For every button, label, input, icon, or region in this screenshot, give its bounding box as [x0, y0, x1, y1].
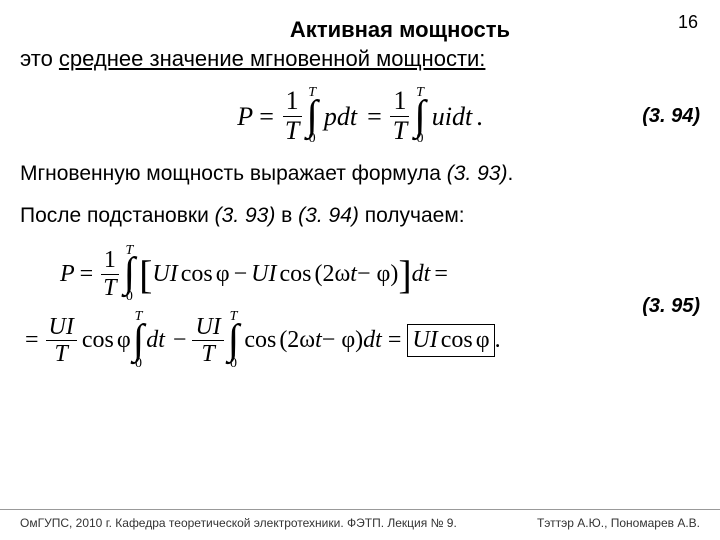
footer: ОмГУПС, 2010 г. Кафедра теоретической эл…	[0, 509, 720, 530]
frac-1T-2: 1 T	[390, 87, 410, 145]
eq394-P: P	[237, 102, 253, 132]
footer-left: ОмГУПС, 2010 г. Кафедра теоретической эл…	[20, 516, 457, 530]
title-underlined: среднее значение мгновенной мощности:	[59, 46, 486, 71]
integrand-uidt: uidt	[432, 102, 472, 132]
frac-1T: 1 T	[282, 87, 302, 145]
integrand-pdt: pdt	[324, 102, 357, 132]
footer-right: Тэттэр А.Ю., Пономарев А.В.	[537, 516, 700, 530]
eq-sign: =	[259, 102, 274, 132]
text-393-ref: Мгновенную мощность выражает формула (3.…	[20, 160, 700, 188]
integral-1: T ∫ 0	[306, 87, 318, 146]
title-block: Активная мощность это среднее значение м…	[20, 16, 700, 73]
eq395-P: P	[60, 261, 75, 288]
integral-2: T ∫ 0	[414, 87, 426, 146]
eq-number-394: (3. 94)	[642, 105, 700, 128]
eq-number-395: (3. 95)	[642, 295, 700, 318]
boxed-result: UI cos φ	[407, 324, 494, 357]
equation-394: P = 1 T T ∫ 0 pdt = 1 T T ∫ 0 uidt	[20, 87, 700, 146]
title-prefix: это	[20, 46, 59, 71]
page-number: 16	[678, 12, 698, 33]
title-heading: Активная мощность	[290, 17, 510, 42]
equation-395: P = 1 T T ∫ 0 [ UI cos φ − UI cos (2ωt −…	[20, 245, 700, 371]
slide-content: Активная мощность это среднее значение м…	[0, 0, 720, 380]
text-substitution: После подстановки (3. 93) в (3. 94) полу…	[20, 202, 700, 230]
